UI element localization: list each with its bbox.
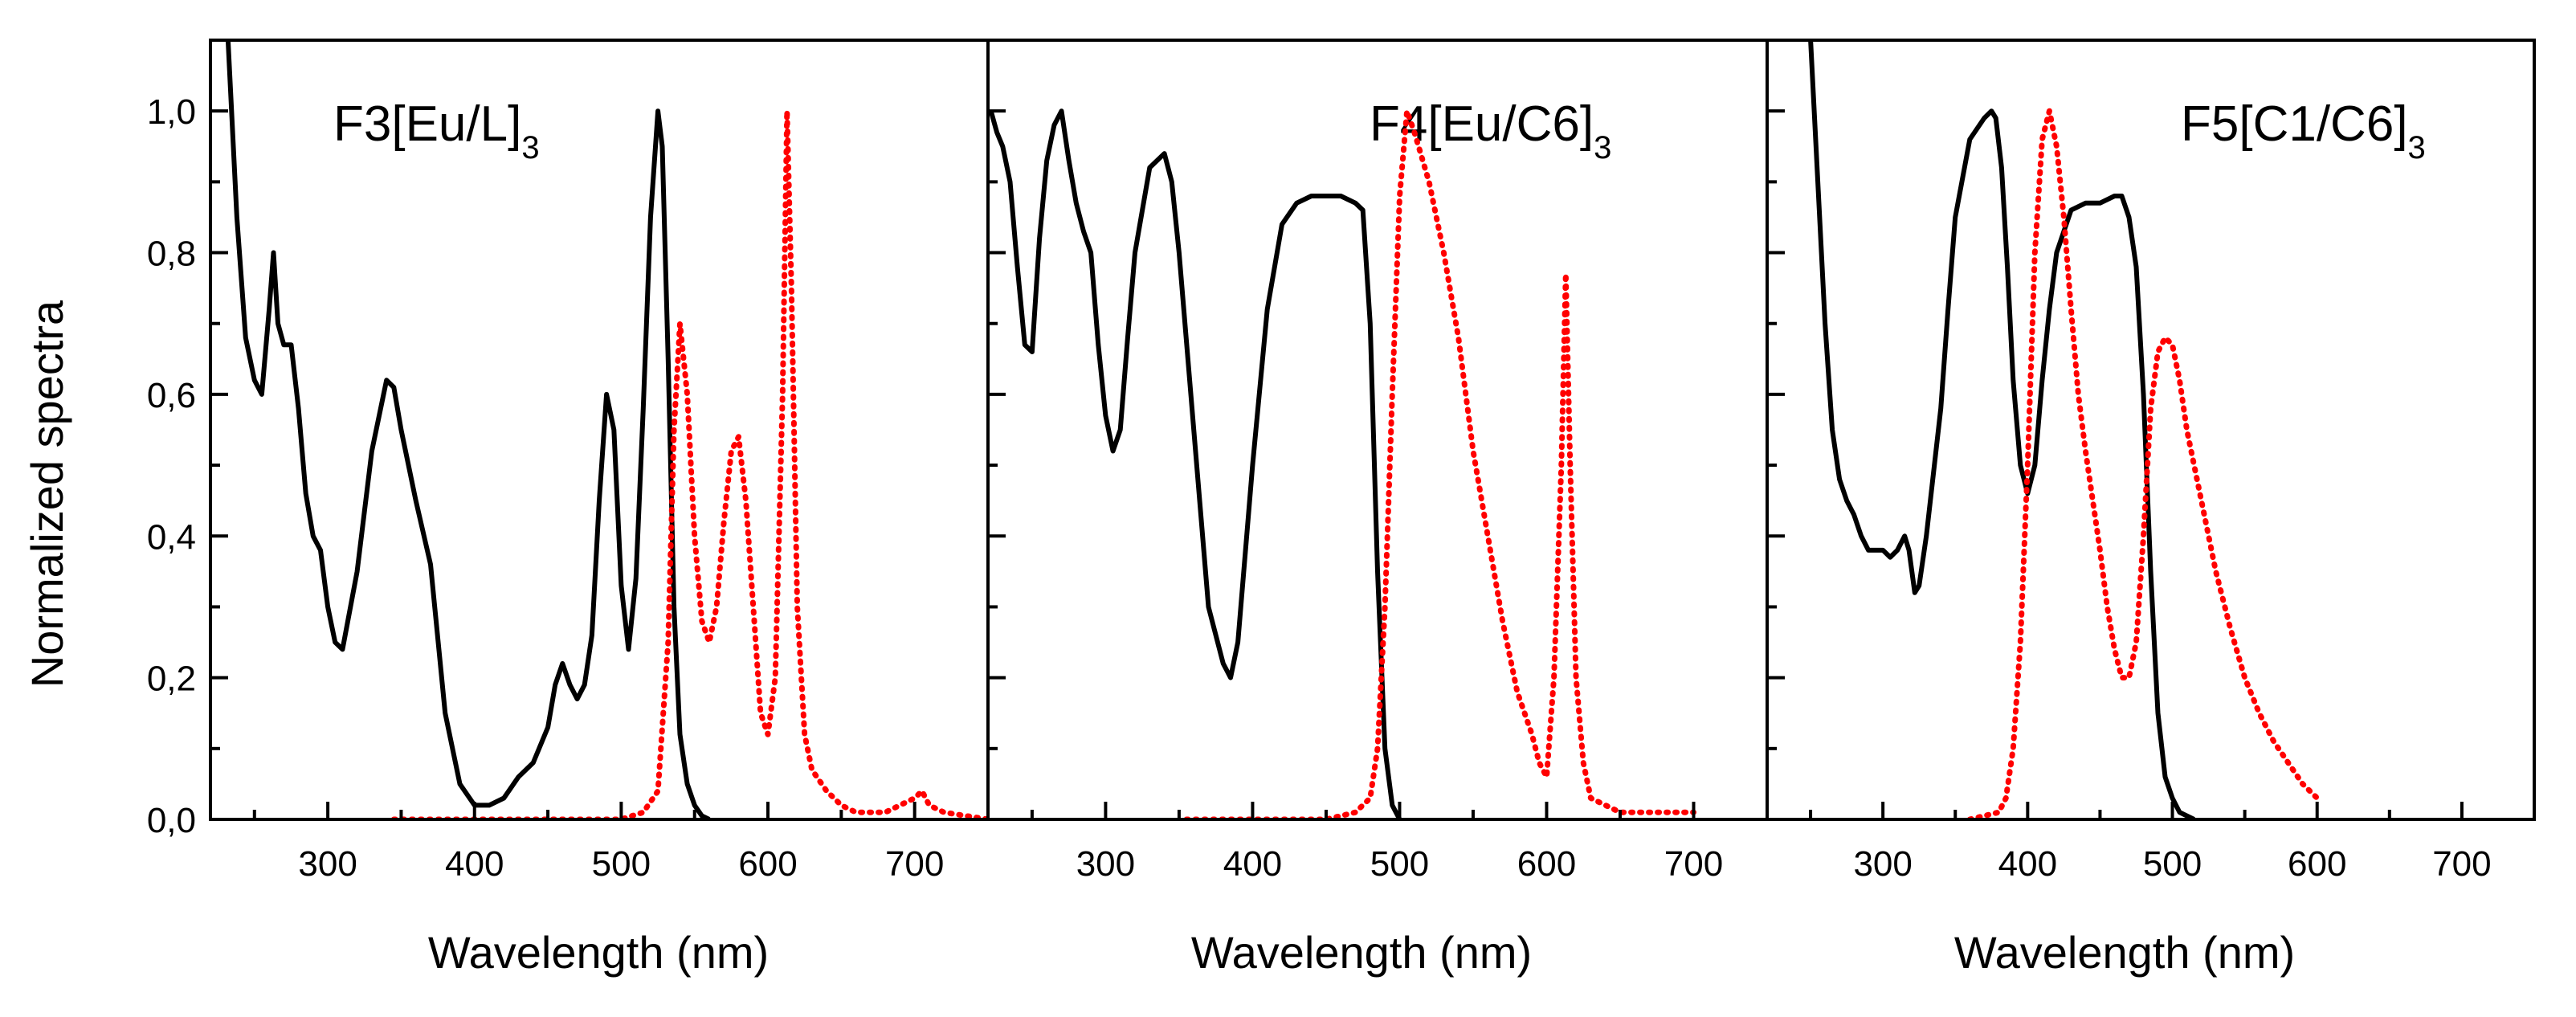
x-axis-title: Wavelength (nm) <box>428 927 769 978</box>
panel-title: F4[Eu/C6]3 <box>1370 96 1611 165</box>
y-tick-label: 0,2 <box>147 660 196 699</box>
panel-f3: F3[Eu/L]3 Wavelength (nm) 300 400 500 600 70… <box>209 39 990 978</box>
panel-title: F5[C1/C6]3 <box>2181 96 2426 165</box>
x-tick-label: 500 <box>1370 844 1429 884</box>
absorption-line <box>988 108 1402 819</box>
x-tick-label: 700 <box>1664 844 1723 884</box>
plot-frame <box>1766 39 2536 821</box>
emission-line <box>390 108 988 819</box>
emission-line <box>1966 108 2321 819</box>
x-tick-label: 500 <box>592 844 651 884</box>
plot-area <box>988 108 1696 819</box>
panel-f5: F5[C1/C6]3 Wavelength (nm) 300 400 500 600 7… <box>1766 39 2536 978</box>
y-tick-label: 0,4 <box>147 517 196 557</box>
panel-f4: F4[Eu/C6]3 Wavelength (nm) 300 400 500 600 7… <box>986 39 1769 978</box>
x-tick-label: 500 <box>2143 844 2202 884</box>
absorption-line <box>1808 40 2195 819</box>
plot-area <box>1808 40 2321 819</box>
x-tick-label: 700 <box>2432 844 2491 884</box>
x-tick-label: 400 <box>1998 844 2057 884</box>
x-tick-label: 400 <box>445 844 504 884</box>
y-axis-title: Normalized spectra <box>22 300 72 688</box>
y-tick-label: 0,6 <box>147 376 196 415</box>
x-tick-label: 300 <box>298 844 357 884</box>
y-tick-label: 1,0 <box>147 92 196 132</box>
x-axis-title: Wavelength (nm) <box>1191 927 1532 978</box>
x-tick-label: 600 <box>2288 844 2346 884</box>
absorption-line <box>225 40 711 819</box>
x-tick-label: 700 <box>885 844 944 884</box>
x-tick-label: 600 <box>738 844 797 884</box>
x-tick-label: 300 <box>1853 844 1912 884</box>
plot-area <box>225 40 988 819</box>
x-tick-label: 300 <box>1076 844 1135 884</box>
y-tick-label: 0,8 <box>147 235 196 274</box>
emission-line <box>1183 108 1696 819</box>
plot-frame <box>209 39 990 821</box>
y-tick-label: 0,0 <box>147 801 196 840</box>
panel-title: F3[Eu/L]3 <box>333 96 540 165</box>
x-axis-title: Wavelength (nm) <box>1954 927 2295 978</box>
x-tick-label: 400 <box>1223 844 1282 884</box>
x-tick-label: 600 <box>1517 844 1576 884</box>
plot-frame <box>986 39 1769 821</box>
